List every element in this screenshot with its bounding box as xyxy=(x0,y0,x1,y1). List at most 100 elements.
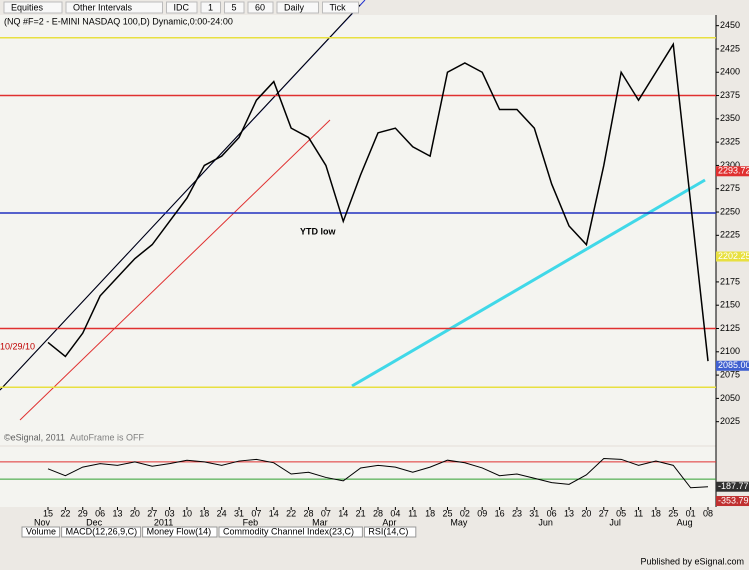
x-tick-label: 22 xyxy=(60,508,70,518)
x-tick-label: 11 xyxy=(408,508,417,518)
toolbar-button[interactable] xyxy=(276,1,319,14)
x-tick-label: 31 xyxy=(529,508,539,518)
tab-label[interactable]: Money Flow(14) xyxy=(147,526,212,536)
x-tick-label: 22 xyxy=(286,508,296,518)
moving-average xyxy=(19,119,331,421)
toolbar-label[interactable]: Equities xyxy=(11,2,44,12)
tab[interactable] xyxy=(218,526,363,538)
toolbar-button[interactable] xyxy=(65,1,163,14)
month-label: Dec xyxy=(86,517,103,527)
month-label: May xyxy=(450,517,468,527)
y-tick-label: 2150 xyxy=(720,300,740,310)
x-tick-label: 06 xyxy=(547,508,557,518)
tab-label[interactable]: RSI(14,C) xyxy=(368,526,408,536)
x-tick-label: 21 xyxy=(356,508,366,518)
toolbar-label[interactable]: 60 xyxy=(255,2,265,12)
price-marker xyxy=(716,166,749,177)
indicator-line xyxy=(47,457,709,489)
annotation: ©eSignal, 2011 xyxy=(4,432,65,442)
tab-label[interactable]: MACD(12,26,9,C) xyxy=(66,526,138,536)
footer: Published by eSignal.com xyxy=(640,556,744,566)
tab[interactable] xyxy=(61,526,142,538)
toolbar-label[interactable]: Other Intervals xyxy=(73,2,133,12)
toolbar-button[interactable] xyxy=(322,1,359,14)
indicator-marker xyxy=(716,496,749,507)
x-tick-label: 20 xyxy=(581,508,591,518)
x-tick-label: 18 xyxy=(651,508,661,518)
price-marker-label: 2293.72 xyxy=(718,166,749,176)
x-tick-label: 29 xyxy=(78,508,88,518)
x-tick-label: 28 xyxy=(373,508,383,518)
toolbar-button[interactable] xyxy=(166,1,198,14)
toolbar-label[interactable]: Tick xyxy=(330,2,347,12)
toolbar-button[interactable] xyxy=(3,1,63,14)
x-tick-label: 05 xyxy=(616,508,626,518)
x-tick-label: 06 xyxy=(95,508,105,518)
month-label: Apr xyxy=(382,517,396,527)
y-tick-label: 2425 xyxy=(720,43,740,53)
x-tick-label: 14 xyxy=(269,508,279,518)
y-tick-label: 2275 xyxy=(720,183,740,193)
month-label: Jun xyxy=(538,517,553,527)
x-tick-label: 09 xyxy=(477,508,487,518)
x-tick-label: 27 xyxy=(147,508,157,518)
y-tick-label: 2300 xyxy=(720,160,740,170)
x-tick-label: 07 xyxy=(321,508,331,518)
x-tick-label: 25 xyxy=(442,508,452,518)
indicator-marker xyxy=(716,481,749,492)
y-tick-label: 2325 xyxy=(720,137,740,147)
y-tick-label: 2250 xyxy=(720,206,740,216)
start-label: 10/29/10 xyxy=(0,341,35,351)
x-tick-label: 15 xyxy=(43,508,53,518)
x-tick-label: 07 xyxy=(251,508,261,518)
tab[interactable] xyxy=(142,526,218,538)
x-tick-label: 10 xyxy=(182,508,192,518)
y-tick-label: 2075 xyxy=(720,369,740,379)
y-tick-label: 2375 xyxy=(720,90,740,100)
annotation: AutoFrame is OFF xyxy=(70,432,145,442)
indicator-panel xyxy=(0,447,716,507)
y-tick-label: 2050 xyxy=(720,393,740,403)
x-tick-label: 13 xyxy=(564,508,574,518)
x-tick-label: 31 xyxy=(234,508,244,518)
month-label: Feb xyxy=(243,517,259,527)
toolbar-label[interactable]: Daily xyxy=(284,2,305,12)
month-label: 2011 xyxy=(154,517,173,527)
toolbar-button[interactable] xyxy=(224,1,245,14)
trend-line xyxy=(0,4,361,391)
price-marker-label: 2085.00 xyxy=(718,360,749,370)
month-label: Mar xyxy=(312,517,328,527)
x-tick-label: 25 xyxy=(668,508,678,518)
toolbar-label[interactable]: 1 xyxy=(208,2,213,12)
tab-label[interactable]: Volume xyxy=(26,526,56,536)
x-tick-label: 23 xyxy=(512,508,522,518)
indicator-marker-label: -353.79 xyxy=(718,495,749,505)
toolbar-button[interactable] xyxy=(200,1,221,14)
month-label: Nov xyxy=(34,517,51,527)
toolbar-button[interactable] xyxy=(247,1,274,14)
x-tick-label: 02 xyxy=(460,508,470,518)
tab[interactable] xyxy=(363,526,417,538)
y-tick-label: 2350 xyxy=(720,113,740,123)
price-panel xyxy=(0,15,716,445)
annotation: YTD low xyxy=(300,226,336,236)
price-line xyxy=(47,42,709,362)
tab[interactable] xyxy=(21,526,61,538)
toolbar-label[interactable]: IDC xyxy=(174,2,190,12)
x-tick-label: 27 xyxy=(599,508,609,518)
x-tick-label: 04 xyxy=(390,508,400,518)
indicator-marker-label: -187.77 xyxy=(718,481,749,491)
chart-title: (NQ #F=2 - E-MINI NASDAQ 100,D) Dynamic,… xyxy=(4,16,233,26)
y-tick-label: 2175 xyxy=(720,276,740,286)
x-tick-label: 11 xyxy=(634,508,643,518)
tab-label[interactable]: Commodity Channel Index(23,C) xyxy=(223,526,354,536)
price-marker xyxy=(716,360,749,371)
x-tick-label: 01 xyxy=(686,508,696,518)
x-tick-label: 14 xyxy=(338,508,348,518)
x-tick-label: 28 xyxy=(304,508,314,518)
x-tick-label: 08 xyxy=(703,508,713,518)
x-tick-label: 18 xyxy=(199,508,209,518)
toolbar-label[interactable]: 5 xyxy=(232,2,237,12)
y-tick-label: 2025 xyxy=(720,416,740,426)
